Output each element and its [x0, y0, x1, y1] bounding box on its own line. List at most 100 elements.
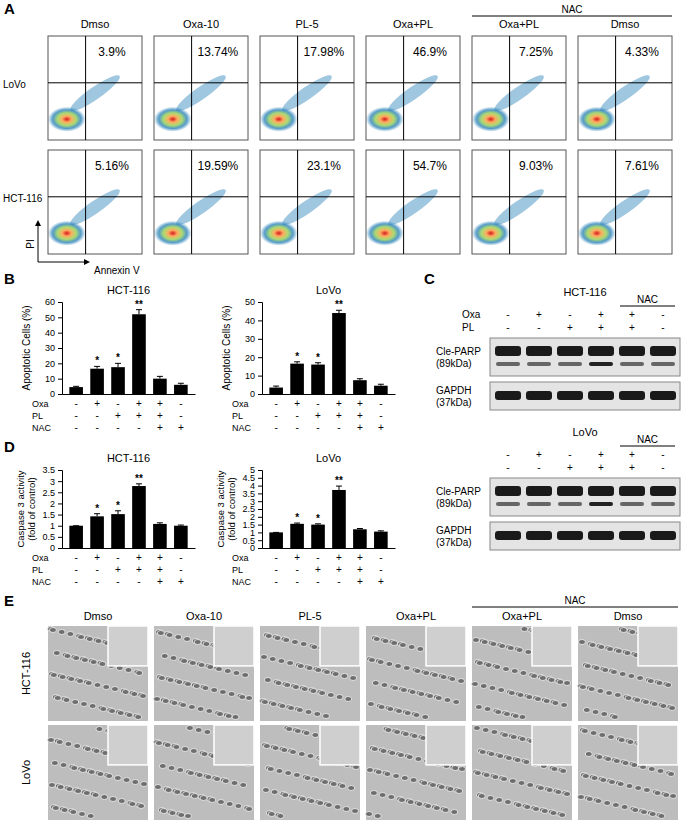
cell [203, 642, 210, 647]
tick-label: 0 [50, 543, 55, 553]
band [495, 346, 521, 356]
panel-e: DmsoOxa-10PL-5Oxa+PLOxa+PLDmsoNACHCT-116… [20, 595, 678, 820]
error-cap [157, 376, 163, 377]
quadrant-line [191, 36, 192, 140]
cell [624, 651, 631, 656]
treatment-sign: + [629, 449, 635, 460]
cell [126, 713, 133, 718]
treatment-sign: + [315, 564, 321, 575]
cell [169, 811, 176, 816]
column-title: PL-5 [298, 610, 321, 622]
micrograph [48, 626, 149, 721]
cell [387, 707, 394, 712]
error-bar [336, 310, 342, 313]
treatment-sign: + [357, 564, 363, 575]
tick: 5 [250, 465, 262, 475]
quadrant-line [260, 82, 354, 83]
cell [68, 677, 75, 682]
event-cloud [154, 107, 192, 132]
cell [348, 786, 355, 791]
column-title: Dmso [614, 610, 643, 622]
treatment-sign: + [136, 410, 142, 421]
tick-mark [58, 526, 62, 527]
cell [444, 698, 451, 703]
cell [336, 695, 343, 700]
axis-line [58, 471, 63, 549]
treatment-sign: - [537, 322, 540, 333]
cell [313, 778, 320, 783]
micrograph [154, 626, 255, 721]
cell [520, 671, 527, 676]
significance: * [116, 352, 120, 363]
error-bar [94, 366, 100, 368]
cell [505, 756, 512, 761]
panel-c: HCT-116NACOxa-+-++-PL--+++-Cle-PARP(89kD… [436, 286, 680, 550]
cell [648, 767, 655, 772]
event-cloud [260, 221, 298, 246]
cell [201, 752, 208, 757]
cell [242, 673, 249, 678]
cell [341, 674, 348, 679]
cell [182, 747, 189, 752]
cell [202, 686, 209, 691]
treatment-sign: + [629, 462, 635, 473]
axis-arrow [38, 262, 88, 263]
tick-label: 20 [245, 353, 255, 363]
treatment-name: NAC [232, 577, 252, 587]
band [588, 346, 614, 356]
quadrant-line [191, 150, 192, 254]
cell [154, 785, 161, 790]
cell [216, 712, 223, 717]
error-bar [115, 363, 121, 367]
image-background [578, 725, 678, 820]
band-name: GAPDH [436, 525, 472, 536]
quadrant-line [403, 150, 404, 254]
tick-label: 2.5 [42, 488, 55, 498]
significance: * [316, 352, 320, 363]
quadrant-line [154, 82, 248, 83]
cell [319, 691, 326, 696]
band-name: GAPDH [436, 385, 472, 396]
cell [373, 637, 380, 642]
tick-mark [58, 394, 62, 395]
flow-plot: 7.61% [578, 150, 672, 254]
band [557, 346, 583, 356]
cell [379, 793, 386, 798]
treatment-sign: - [179, 552, 182, 563]
cell [564, 681, 571, 686]
cell [411, 734, 418, 739]
cell [268, 812, 275, 817]
cell [381, 683, 388, 688]
tick: 0.5 [42, 532, 62, 542]
cell [657, 769, 664, 774]
bar [332, 490, 346, 548]
significance: * [295, 512, 299, 523]
error-line [338, 486, 339, 490]
cell [285, 771, 292, 776]
tick-mark [258, 376, 262, 377]
cell [92, 793, 99, 798]
cell [84, 747, 91, 752]
quadrant-line [85, 36, 86, 140]
treatment-sign: - [295, 576, 298, 587]
cell [415, 757, 422, 762]
cell [637, 676, 644, 681]
cell [508, 691, 515, 696]
cell [312, 733, 319, 738]
image-background [366, 626, 466, 721]
cell [155, 741, 162, 746]
cell [611, 715, 618, 720]
cell [168, 766, 175, 771]
cell [498, 688, 505, 693]
cell [660, 704, 667, 709]
percentage: 23.1% [307, 159, 341, 173]
band [588, 391, 614, 400]
treatment-sign: - [316, 552, 319, 563]
band [589, 362, 613, 366]
column-title: Oxa-10 [186, 610, 222, 622]
cell [232, 715, 239, 720]
cell [235, 804, 242, 809]
tick-mark [258, 493, 262, 494]
cell [180, 703, 187, 708]
cell [516, 648, 523, 653]
